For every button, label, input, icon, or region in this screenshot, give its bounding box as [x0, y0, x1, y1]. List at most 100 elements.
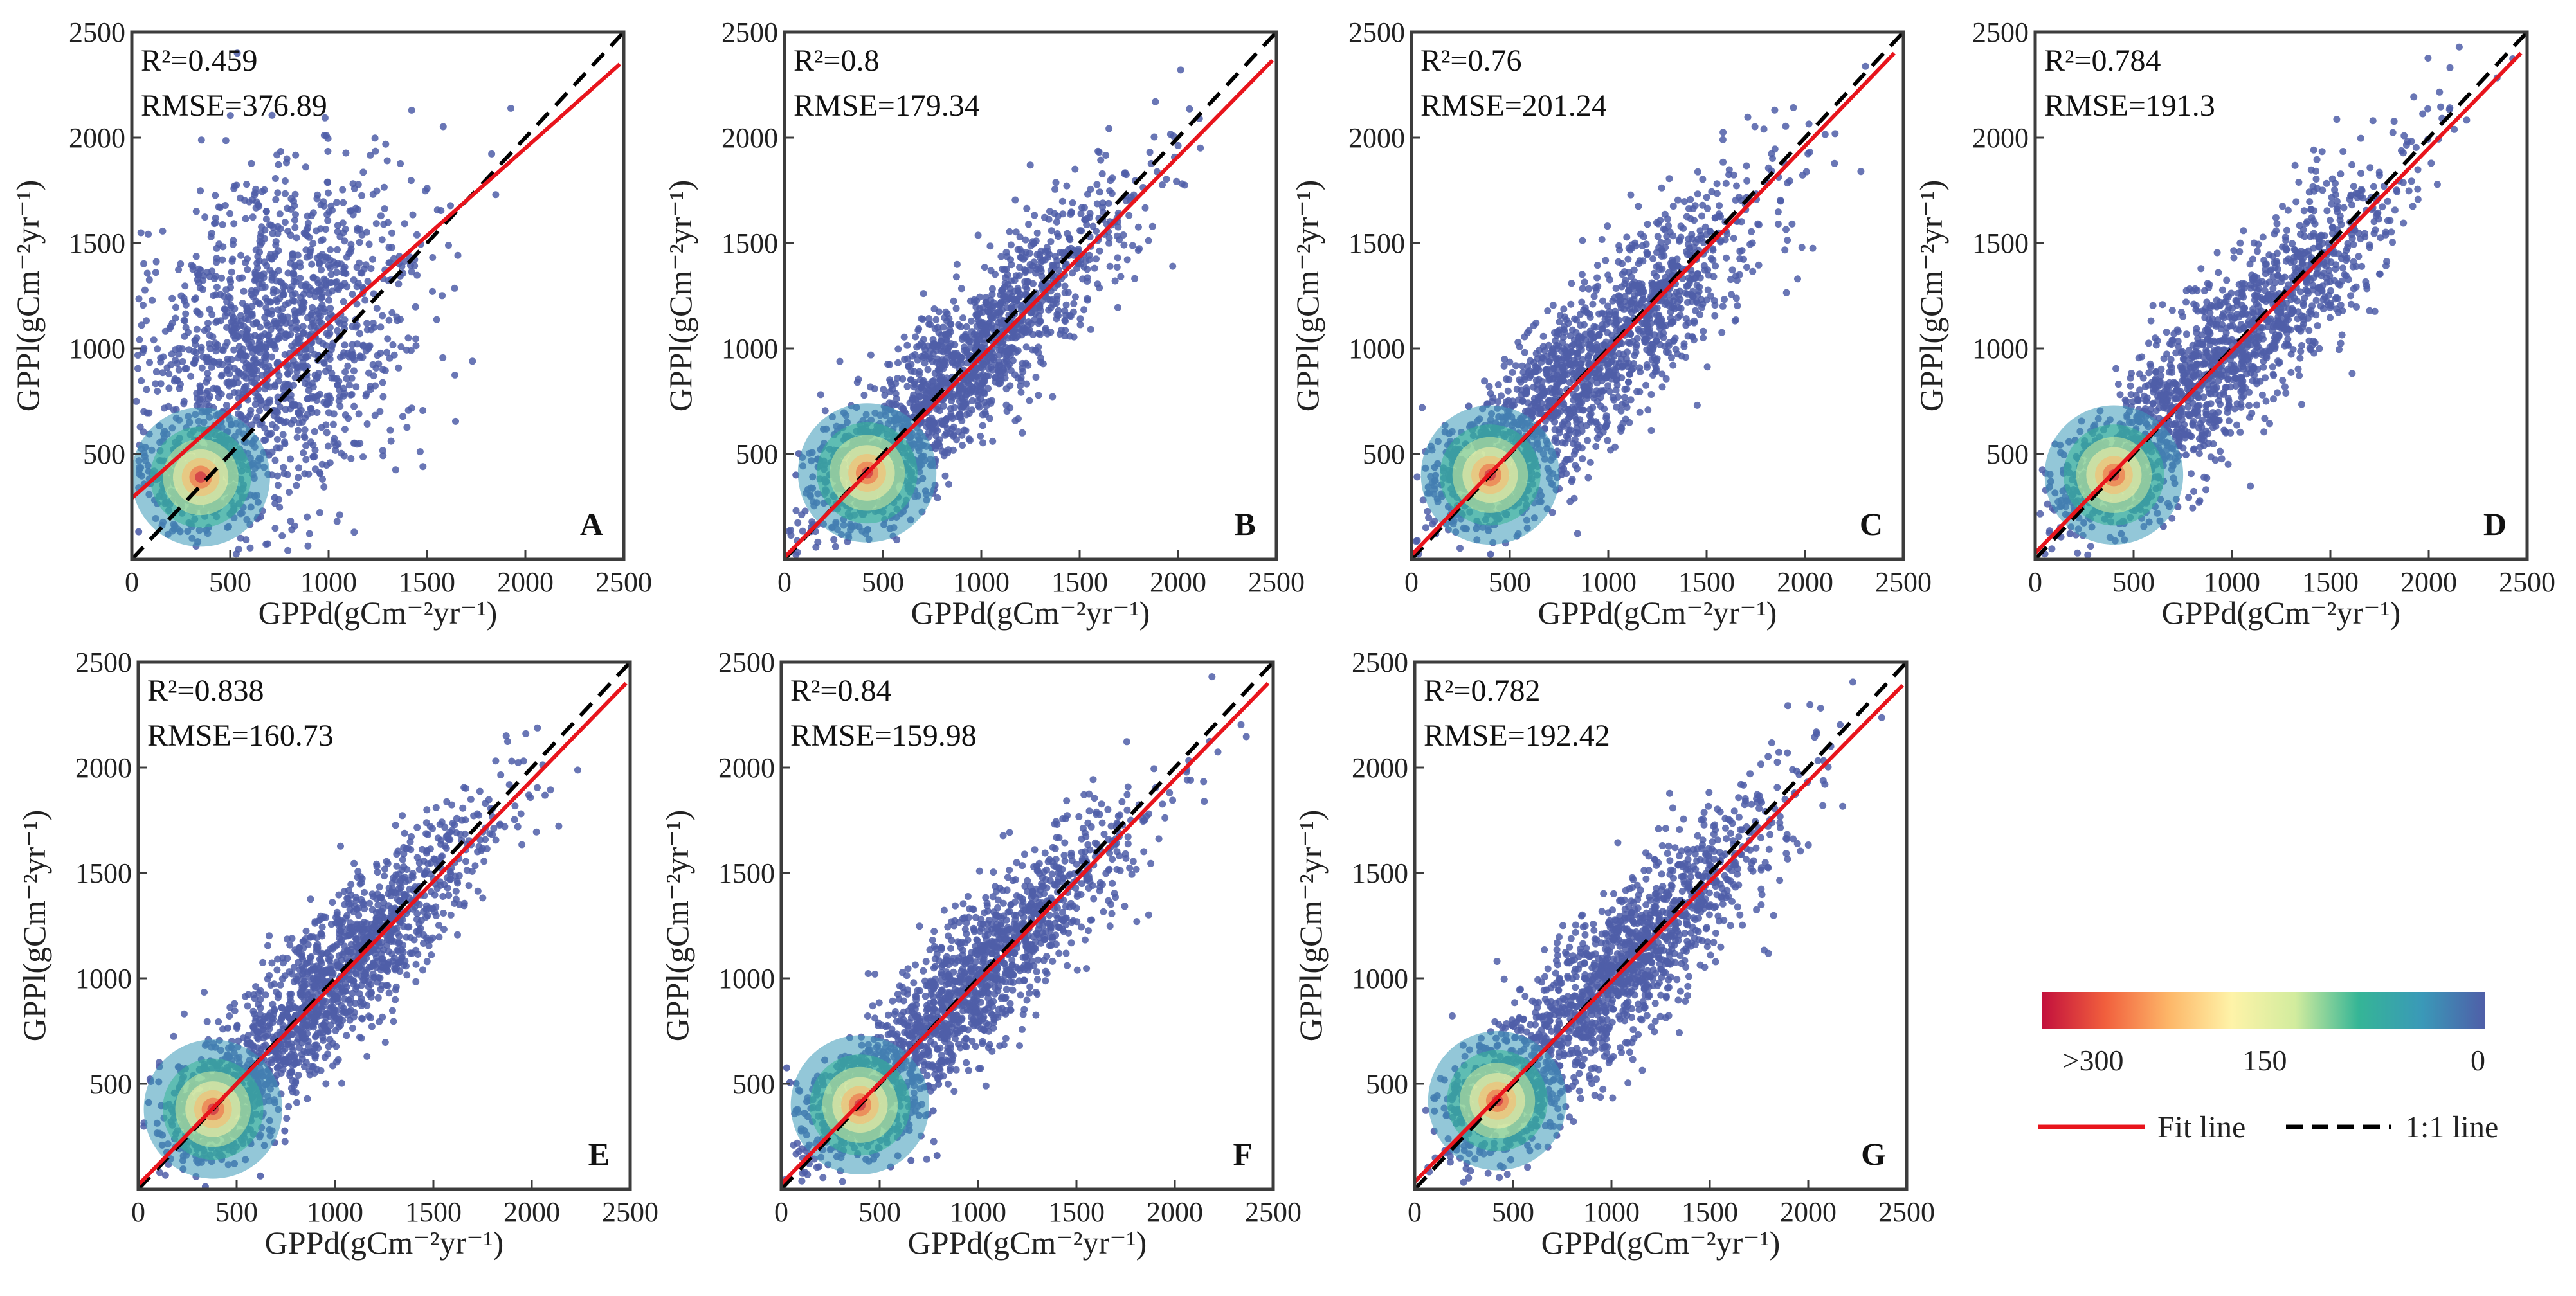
x-tick-label: 2000: [1150, 566, 1206, 598]
scatter-point: [1567, 300, 1575, 308]
scatter-point: [363, 228, 370, 236]
scatter-point: [1554, 409, 1562, 417]
scatter-point: [1568, 476, 1576, 483]
scatter-point: [340, 266, 348, 273]
scatter-point: [1080, 204, 1088, 212]
scatter-point: [1033, 229, 1041, 237]
scatter-point: [1782, 122, 1790, 130]
scatter-point: [1032, 374, 1040, 381]
scatter-point: [928, 414, 936, 422]
scatter-point: [996, 361, 1004, 369]
scatter-point: [980, 361, 987, 368]
scatter-point: [223, 298, 231, 305]
scatter-point: [507, 104, 514, 112]
scatter-point: [251, 366, 259, 374]
scatter-point: [275, 417, 283, 424]
scatter-point: [1125, 212, 1133, 219]
scatter-point: [268, 111, 276, 119]
scatter-point: [1595, 310, 1603, 318]
scatter-point: [208, 267, 216, 275]
scatter-point: [301, 414, 309, 422]
scatter-point: [1628, 280, 1636, 288]
scatter-point: [1821, 130, 1829, 138]
scatter-point: [408, 106, 415, 114]
scatter-point: [326, 256, 334, 264]
scatter-point: [138, 321, 145, 329]
scatter-point: [1652, 364, 1660, 372]
scatter-point: [1624, 255, 1632, 263]
scatter-point: [451, 371, 458, 379]
scatter-point: [302, 442, 310, 449]
scatter-point: [937, 338, 945, 345]
scatter-point: [257, 513, 264, 521]
scatter-point: [159, 369, 167, 377]
scatter-point: [792, 507, 800, 514]
scatter-point: [298, 363, 305, 371]
scatter-point: [210, 292, 217, 300]
scatter-point: [326, 264, 334, 272]
scatter-point: [1709, 246, 1717, 254]
scatter-point: [394, 317, 401, 325]
scatter-point: [1691, 319, 1698, 327]
scatter-point: [246, 544, 254, 552]
scatter-point: [288, 342, 296, 350]
scatter-point: [268, 353, 276, 361]
scatter-point: [830, 536, 838, 543]
scatter-point: [281, 177, 289, 184]
scatter-point: [1053, 218, 1060, 226]
scatter-point: [1000, 292, 1008, 300]
scatter-point: [1061, 289, 1069, 296]
scatter-point: [1621, 292, 1629, 300]
scatter-point: [982, 411, 990, 418]
scatter-point: [939, 323, 947, 331]
scatter-point: [914, 327, 922, 334]
scatter-point: [316, 259, 323, 267]
x-tick-label: 1500: [399, 566, 455, 598]
scatter-point: [275, 372, 283, 379]
scatter-point: [1665, 269, 1673, 276]
scatter-point: [308, 393, 316, 400]
scatter-point: [794, 519, 802, 526]
scatter-point: [1711, 312, 1719, 320]
scatter-point: [1030, 316, 1038, 324]
scatter-point: [204, 320, 212, 327]
scatter-point: [1857, 168, 1865, 176]
scatter-point: [1636, 257, 1644, 265]
scatter-point: [1095, 148, 1103, 156]
scatter-point: [1007, 241, 1015, 249]
scatter-point: [987, 364, 995, 372]
scatter-point: [1412, 537, 1420, 545]
scatter-point: [932, 359, 940, 366]
scatter-point: [1568, 280, 1575, 287]
scatter-point: [235, 389, 242, 397]
scatter-point: [1831, 159, 1838, 167]
scatter-point: [280, 470, 288, 478]
scatter-point: [1017, 388, 1025, 396]
scatter-point: [1694, 190, 1701, 198]
scatter-point: [1053, 315, 1060, 323]
scatter-point: [1649, 287, 1656, 294]
scatter-point: [925, 315, 932, 322]
scatter-point: [284, 370, 291, 377]
scatter-point: [252, 185, 260, 193]
scatter-point: [261, 226, 269, 234]
scatter-point: [407, 177, 415, 184]
scatter-point: [341, 226, 349, 233]
scatter-point: [344, 362, 352, 370]
scatter-point: [1163, 176, 1170, 183]
scatter-point: [1598, 325, 1606, 333]
scatter-point: [974, 231, 982, 239]
scatter-point: [1105, 239, 1113, 247]
scatter-point: [1862, 62, 1869, 70]
scatter-point: [1516, 343, 1523, 350]
scatter-point: [1748, 228, 1755, 235]
scatter-point: [1626, 370, 1633, 378]
y-tick-label: 1000: [721, 333, 778, 364]
scatter-point: [322, 226, 330, 233]
scatter-point: [268, 276, 276, 284]
scatter-point: [1680, 340, 1688, 348]
scatter-point: [422, 187, 430, 195]
scatter-point: [284, 204, 291, 212]
scatter-point: [134, 364, 141, 372]
